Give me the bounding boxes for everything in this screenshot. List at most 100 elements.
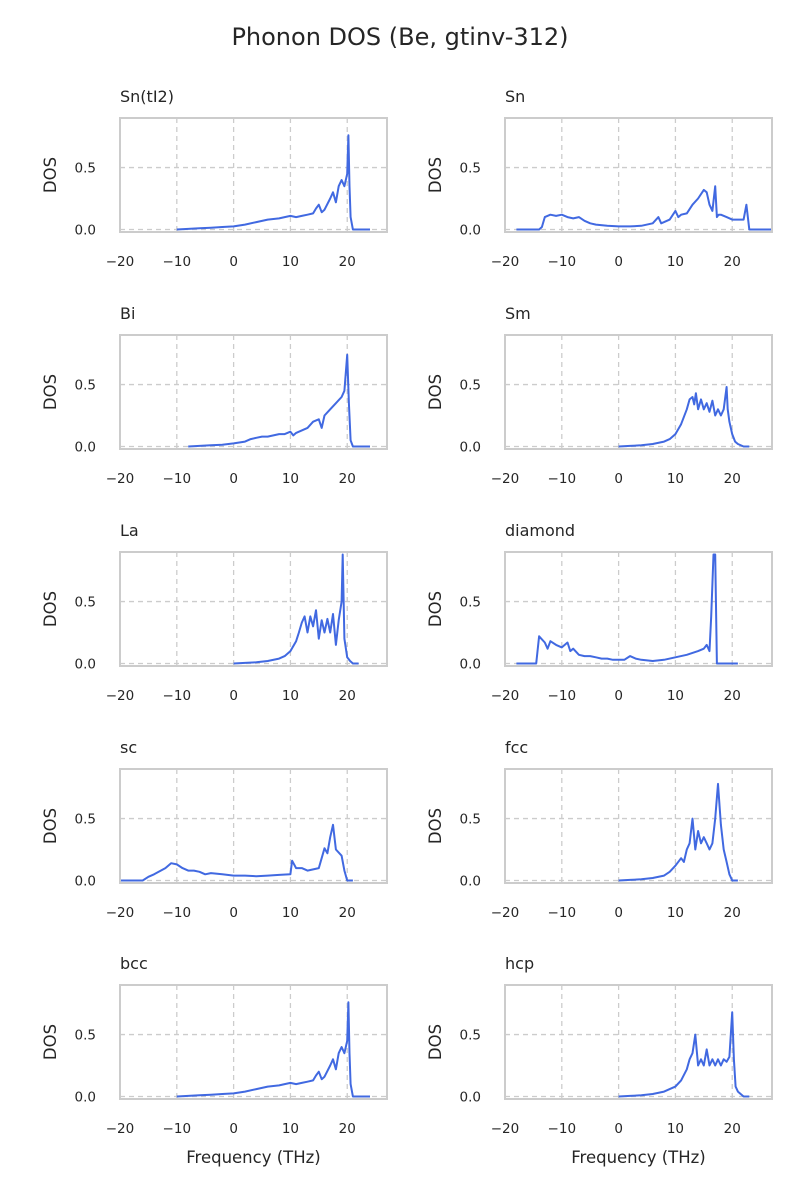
- y-tick-label: 0.0: [75, 440, 96, 456]
- x-tick-label: 0: [229, 688, 238, 704]
- x-tick-label: 20: [724, 905, 741, 921]
- x-tick-label: 20: [339, 471, 356, 487]
- x-tick-label: −10: [163, 471, 192, 487]
- x-tick-label: −20: [106, 688, 135, 704]
- x-tick-label: 10: [282, 688, 299, 704]
- y-tick-label: 0.0: [460, 223, 481, 239]
- panel-title: hcp: [505, 954, 534, 973]
- x-tick-label: −20: [106, 905, 135, 921]
- x-tick-label: 0: [229, 905, 238, 921]
- axes-frame: [504, 768, 773, 884]
- y-tick-label: 0.0: [75, 657, 96, 673]
- x-tick-label: −20: [491, 254, 520, 270]
- dos-line-7: [618, 782, 738, 882]
- y-tick-label: 0.5: [460, 812, 481, 828]
- x-tick-label: 20: [339, 905, 356, 921]
- x-tick-label: −10: [163, 254, 192, 270]
- dos-line-2: [188, 353, 370, 448]
- panel-3: Sm −20 −10 0 10 20 0.0 0.5 DOS: [426, 304, 773, 487]
- y-tick-label: 0.5: [460, 1028, 481, 1044]
- y-tick-label: 0.0: [460, 874, 481, 890]
- y-axis-label: DOS: [426, 157, 445, 193]
- y-tick-label: 0.5: [75, 812, 96, 828]
- y-axis-label: DOS: [41, 1024, 60, 1060]
- x-tick-label: 20: [724, 1121, 741, 1137]
- figure-title: Phonon DOS (Be, gtinv-312): [231, 23, 568, 51]
- x-tick-label: 10: [667, 905, 684, 921]
- x-tick-label: 0: [614, 471, 623, 487]
- panel-0: Sn(tI2) −20 −10 0 10 20 0.0 0.5 DOS: [41, 87, 388, 270]
- panel-title: Bi: [120, 304, 135, 323]
- y-axis-label: DOS: [426, 1024, 445, 1060]
- y-axis-label: DOS: [426, 374, 445, 410]
- axes-frame: [504, 117, 773, 233]
- x-tick-label: 10: [667, 471, 684, 487]
- y-tick-label: 0.5: [75, 161, 96, 177]
- x-tick-label: 0: [614, 254, 623, 270]
- y-tick-label: 0.0: [460, 440, 481, 456]
- x-tick-label: 0: [614, 905, 623, 921]
- x-tick-label: −10: [163, 1121, 192, 1137]
- panel-title: fcc: [505, 738, 528, 757]
- panel-1: Sn −20 −10 0 10 20 0.0 0.5 DOS: [426, 87, 773, 270]
- x-tick-label: −20: [491, 1121, 520, 1137]
- panel-title: sc: [120, 738, 137, 757]
- x-tick-label: −20: [106, 254, 135, 270]
- x-tick-label: −10: [163, 688, 192, 704]
- x-tick-label: 0: [614, 1121, 623, 1137]
- axes-frame: [119, 768, 388, 884]
- y-tick-label: 0.5: [75, 378, 96, 394]
- x-tick-label: 20: [724, 688, 741, 704]
- axes-frame: [504, 551, 773, 667]
- dos-line-9: [618, 1011, 750, 1098]
- y-axis-label: DOS: [41, 157, 60, 193]
- y-tick-label: 0.0: [75, 223, 96, 239]
- panel-title: Sn: [505, 87, 525, 106]
- x-tick-label: 10: [667, 254, 684, 270]
- x-tick-label: −10: [548, 1121, 577, 1137]
- y-tick-label: 0.5: [460, 161, 481, 177]
- y-tick-label: 0.5: [460, 378, 481, 394]
- axes-frame: [504, 334, 773, 450]
- x-tick-label: 10: [282, 254, 299, 270]
- panel-6: sc −20 −10 0 10 20 0.0 0.5 DOS: [41, 738, 388, 921]
- panel-title: diamond: [505, 521, 575, 540]
- y-tick-label: 0.0: [460, 657, 481, 673]
- x-axis-label: Frequency (THz): [571, 1148, 706, 1167]
- y-tick-label: 0.0: [460, 1090, 481, 1106]
- axes-frame: [119, 334, 388, 450]
- panel-title: La: [120, 521, 139, 540]
- x-tick-label: 0: [229, 471, 238, 487]
- x-tick-label: 10: [282, 1121, 299, 1137]
- x-tick-label: −20: [106, 1121, 135, 1137]
- x-tick-label: 0: [229, 254, 238, 270]
- axes-frame: [119, 551, 388, 667]
- x-tick-label: 0: [229, 1121, 238, 1137]
- x-tick-label: 20: [339, 688, 356, 704]
- y-tick-label: 0.5: [75, 595, 96, 611]
- panel-title: Sn(tI2): [120, 87, 174, 106]
- y-tick-label: 0.5: [75, 1028, 96, 1044]
- x-tick-label: 10: [282, 905, 299, 921]
- dos-line-3: [618, 386, 750, 448]
- dos-line-0: [176, 134, 370, 231]
- panel-2: Bi −20 −10 0 10 20 0.0 0.5 DOS: [41, 304, 388, 487]
- y-axis-label: DOS: [41, 374, 60, 410]
- x-tick-label: 20: [339, 254, 356, 270]
- x-tick-label: −10: [548, 471, 577, 487]
- x-tick-label: 20: [724, 471, 741, 487]
- dos-line-6: [120, 823, 353, 882]
- x-tick-label: 10: [667, 688, 684, 704]
- x-tick-label: 10: [667, 1121, 684, 1137]
- panels: Sn(tI2) −20 −10 0 10 20 0.0 0.5 DOS Sn −20 −10 0 10 20…: [41, 87, 773, 1167]
- dos-line-5: [516, 553, 738, 665]
- y-axis-label: DOS: [426, 808, 445, 844]
- y-tick-label: 0.5: [460, 595, 481, 611]
- dos-line-1: [516, 185, 772, 231]
- x-tick-label: 0: [614, 688, 623, 704]
- x-tick-label: −10: [548, 254, 577, 270]
- x-tick-label: 20: [724, 254, 741, 270]
- y-tick-label: 0.0: [75, 874, 96, 890]
- x-axis-label: Frequency (THz): [186, 1148, 321, 1167]
- axes-frame: [119, 984, 388, 1100]
